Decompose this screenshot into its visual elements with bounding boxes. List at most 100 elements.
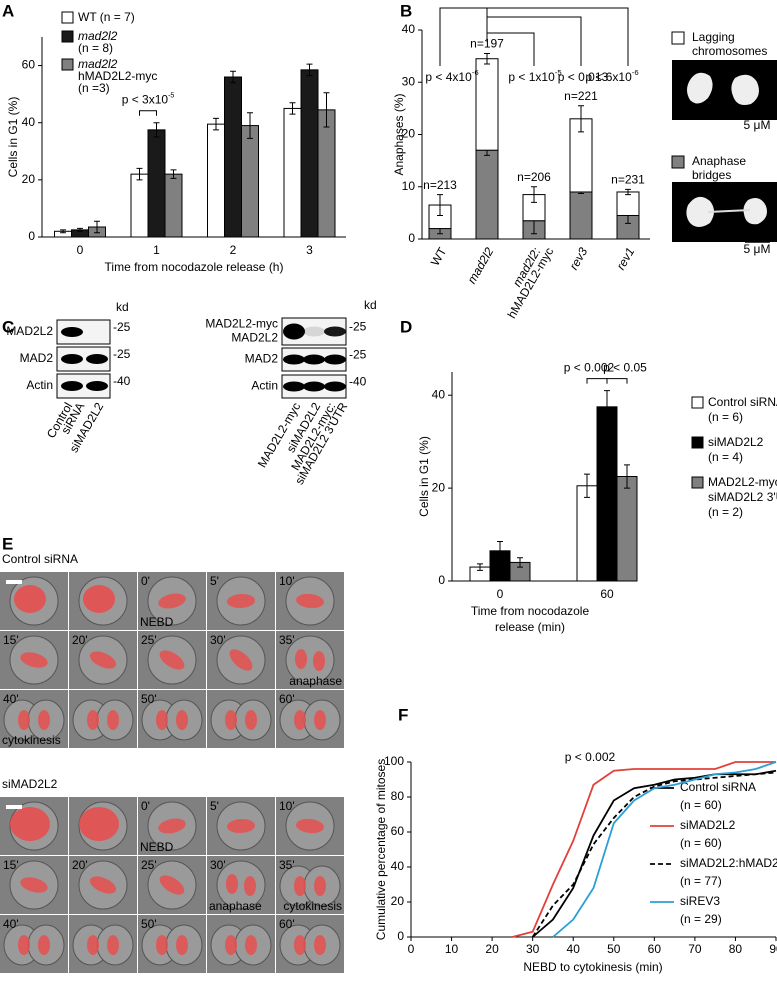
p-value-text: p < 0.002 bbox=[564, 361, 615, 375]
error-bar bbox=[437, 194, 443, 216]
chromatin bbox=[176, 935, 188, 955]
x-tick-label: 2 bbox=[230, 243, 237, 257]
bar bbox=[300, 69, 319, 238]
legend-label: siMAD2L2 bbox=[708, 435, 764, 449]
blot-row-label: MAD2L2 bbox=[6, 324, 53, 338]
blot-band bbox=[283, 323, 305, 340]
y-tick-label: 20 bbox=[391, 894, 405, 908]
chromatin bbox=[158, 593, 186, 609]
chromatin bbox=[159, 875, 185, 895]
chromatin bbox=[156, 935, 168, 955]
x-tick-label: 0 bbox=[408, 942, 415, 956]
y-tick-label: 0 bbox=[438, 573, 445, 587]
legend-label: (n =3) bbox=[78, 81, 110, 95]
n-label: n=221 bbox=[564, 89, 598, 103]
movie-title: siMAD2L2 bbox=[2, 777, 58, 791]
error-bar bbox=[60, 229, 66, 234]
error-bar bbox=[136, 167, 143, 181]
y-tick-label: 30 bbox=[402, 74, 416, 88]
bar bbox=[207, 123, 225, 238]
scale-bar bbox=[6, 805, 22, 809]
bar bbox=[224, 76, 242, 238]
chromatin bbox=[225, 710, 237, 730]
x-tick-label: 60 bbox=[648, 942, 662, 956]
bar bbox=[283, 107, 302, 238]
frame-time: 20' bbox=[72, 858, 88, 872]
p-value: p < 4x10-6 bbox=[425, 68, 478, 84]
legend-swatch bbox=[61, 11, 74, 24]
bar-segment bbox=[616, 191, 640, 216]
frame-time: 60' bbox=[279, 692, 295, 706]
chromatin bbox=[296, 593, 324, 609]
legend-swatch bbox=[671, 31, 685, 45]
n-label: n=213 bbox=[423, 178, 457, 192]
x-tick-label: 60 bbox=[600, 587, 614, 601]
error-bar bbox=[477, 563, 483, 571]
error-bar bbox=[323, 92, 330, 128]
frame-time: 50' bbox=[141, 692, 157, 706]
y-axis-label: Cells in G1 (%) bbox=[6, 97, 20, 178]
series-line bbox=[512, 761, 776, 938]
chromatin bbox=[38, 710, 50, 730]
frame-time: 20' bbox=[72, 633, 88, 647]
blot-row-label: MAD2L2 bbox=[231, 331, 278, 345]
bar bbox=[616, 476, 638, 582]
n-label: n=231 bbox=[611, 173, 645, 187]
blot-row-label: Actin bbox=[251, 379, 278, 393]
blot-band bbox=[324, 354, 346, 365]
legend-label: WT (n = 7) bbox=[78, 10, 135, 24]
p-value: p < 0.002 bbox=[565, 750, 616, 764]
legend-label: (n = 8) bbox=[78, 41, 113, 55]
legend-label: (n = 4) bbox=[708, 450, 743, 464]
p-value-exponent: -5 bbox=[168, 93, 174, 100]
legend-label: mad2l2 bbox=[78, 29, 118, 43]
panel-letter: B bbox=[400, 1, 412, 20]
frame-time: 15' bbox=[3, 633, 19, 647]
p-value-text: p < 0.05 bbox=[603, 361, 647, 375]
blot-band bbox=[283, 381, 305, 392]
y-axis-label: Cells in G1 (%) bbox=[417, 436, 431, 517]
x-tick-label: WT bbox=[428, 245, 450, 269]
chromatin bbox=[158, 818, 186, 834]
x-tick-label: 10 bbox=[445, 942, 459, 956]
y-tick-label: 0 bbox=[28, 229, 35, 243]
chromatin bbox=[89, 651, 117, 669]
frame-time: 0' bbox=[141, 574, 150, 588]
kd-label: -25 bbox=[113, 347, 131, 361]
p-value-text: p < 1x10 bbox=[508, 70, 555, 84]
blot-row-label: MAD2L2-myc bbox=[205, 317, 278, 331]
x-tick-label: 30 bbox=[526, 942, 540, 956]
y-tick-label: 40 bbox=[391, 859, 405, 873]
chromatin bbox=[227, 593, 255, 609]
nucleus bbox=[79, 807, 119, 841]
kd-label: -25 bbox=[349, 320, 367, 334]
nucleus bbox=[10, 807, 50, 841]
frame-time: 40' bbox=[3, 692, 19, 706]
y-tick-label: 60 bbox=[391, 824, 405, 838]
frame-time: 25' bbox=[141, 633, 157, 647]
frame-event: anaphase bbox=[289, 674, 342, 688]
legend-label: Control siRNA bbox=[680, 780, 756, 794]
y-tick-label: 80 bbox=[391, 789, 405, 803]
error-bar bbox=[153, 122, 160, 138]
legend-label: Lagging bbox=[692, 30, 735, 44]
error-bar bbox=[230, 70, 236, 84]
movie-title: Control siRNA bbox=[2, 552, 78, 566]
bar bbox=[317, 109, 336, 238]
kd-header: kd bbox=[116, 300, 129, 314]
n-label: n=197 bbox=[470, 37, 504, 51]
blot-band bbox=[303, 326, 325, 337]
chromatin bbox=[295, 649, 307, 669]
blot-band bbox=[324, 381, 346, 392]
chromatin-bridge bbox=[707, 209, 751, 213]
chromatin bbox=[176, 710, 188, 730]
chromatin bbox=[294, 710, 306, 730]
bar bbox=[147, 129, 166, 238]
p-value: p < 6x10-6 bbox=[585, 68, 638, 84]
scale-bar-label: 5 μM bbox=[744, 242, 771, 256]
panel-letter: A bbox=[2, 1, 14, 20]
chromatin bbox=[296, 818, 324, 834]
y-tick-label: 0 bbox=[408, 231, 415, 245]
frame-event: NEBD bbox=[140, 615, 174, 629]
y-tick-label: 20 bbox=[22, 172, 36, 186]
